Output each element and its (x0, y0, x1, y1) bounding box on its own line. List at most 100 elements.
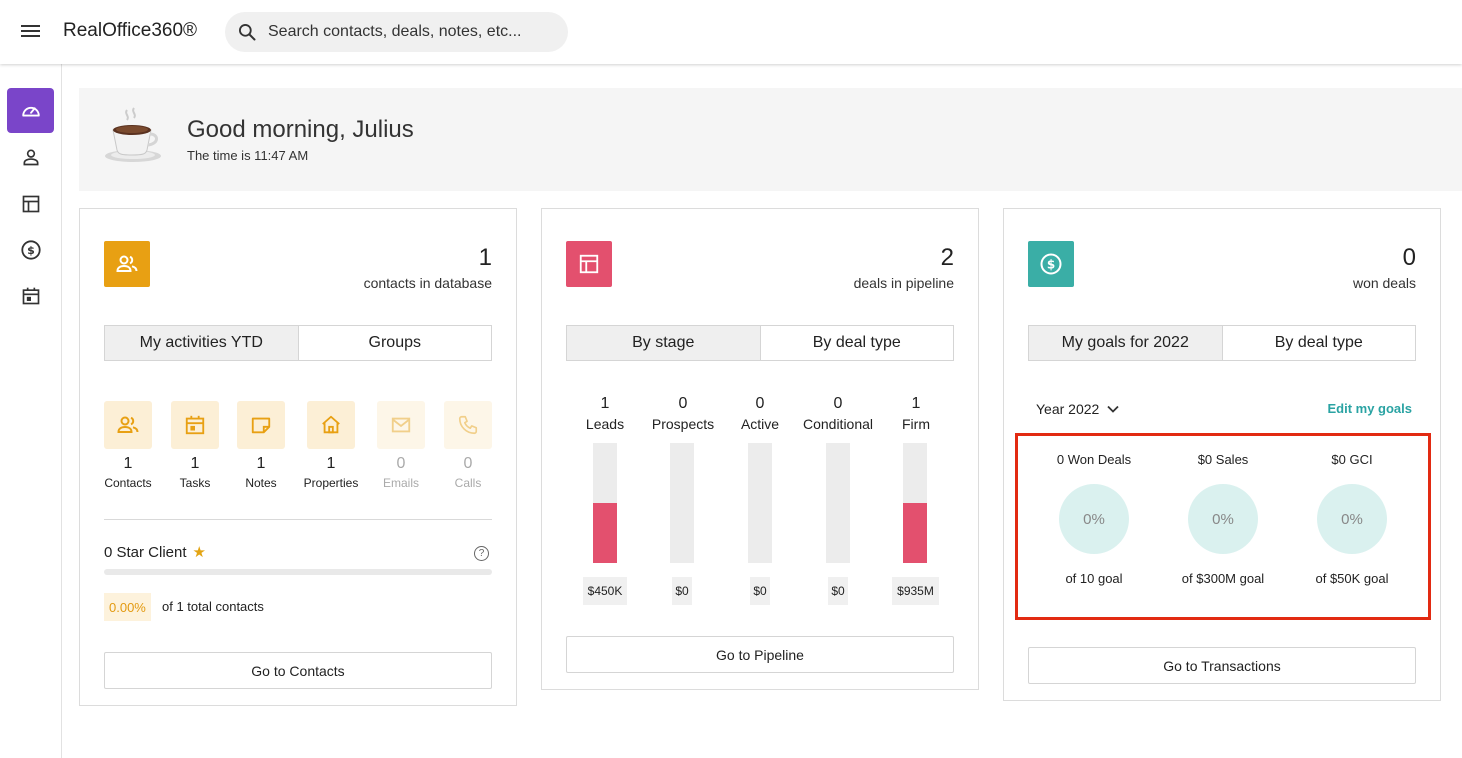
activity-label: Notes (245, 476, 277, 490)
transactions-card-icon: $ (1028, 241, 1074, 287)
activity-contacts[interactable]: 1 Contacts (93, 401, 163, 490)
stage-label: Firm (902, 416, 930, 432)
calendar-icon (185, 415, 205, 435)
stage-count: 1 (911, 395, 921, 412)
won-deals-label: won deals (1352, 275, 1416, 291)
person-icon (23, 149, 38, 165)
stage-value-conditional: $0 (828, 577, 848, 605)
dollar-icon: $ (20, 239, 41, 260)
sidebar: $ (0, 64, 62, 758)
top-bar: RealOffice360® (0, 0, 1462, 64)
star-client-total: of 1 total contacts (162, 599, 264, 614)
stage-bar-active (748, 443, 772, 563)
table-icon (22, 195, 39, 212)
contacts-icon (117, 416, 139, 433)
goal-progress-circle: 0% (1317, 484, 1387, 554)
coffee-cup-icon (105, 107, 161, 162)
transactions-tabs: My goals for 2022 By deal type (1028, 325, 1416, 361)
sidebar-item-contacts[interactable] (7, 134, 54, 179)
stage-count: 0 (755, 395, 765, 412)
activity-tasks-icon-box (171, 401, 219, 449)
stage-firm[interactable]: 1 Firm (876, 395, 956, 432)
activity-calls-icon-box (444, 401, 492, 449)
edit-goals-link[interactable]: Edit my goals (1327, 401, 1412, 416)
pipeline-card-icon (566, 241, 612, 287)
stage-label: Prospects (651, 416, 715, 432)
stage-leads[interactable]: 1 Leads (565, 395, 645, 432)
greeting-banner: Good morning, Julius The time is 11:47 A… (79, 88, 1462, 191)
activity-label: Tasks (179, 476, 211, 490)
activity-value: 1 (123, 455, 133, 472)
activity-value: 1 (256, 455, 266, 472)
tab-by-deal-type[interactable]: By deal type (759, 326, 954, 360)
go-to-pipeline-button[interactable]: Go to Pipeline (566, 636, 954, 673)
activity-value: 0 (463, 455, 473, 472)
help-icon[interactable]: ? (474, 546, 489, 561)
goal-target: of 10 goal (1065, 571, 1123, 586)
app-title: RealOffice360® (63, 20, 198, 41)
activity-emails-icon-box (377, 401, 425, 449)
sidebar-item-transactions[interactable]: $ (7, 227, 54, 272)
search-input[interactable] (268, 20, 558, 44)
stage-bar-conditional (826, 443, 850, 563)
stage-prospects[interactable]: 0 Prospects (643, 395, 723, 432)
go-to-transactions-button[interactable]: Go to Transactions (1028, 647, 1416, 684)
stage-active[interactable]: 0 Active (720, 395, 800, 432)
home-icon (322, 415, 340, 434)
pipeline-tabs: By stage By deal type (566, 325, 954, 361)
star-client-label: 0 Star Client (104, 544, 187, 561)
go-to-contacts-button[interactable]: Go to Contacts (104, 652, 492, 689)
activity-value: 0 (396, 455, 406, 472)
menu-icon[interactable] (20, 22, 42, 42)
activity-tasks[interactable]: 1 Tasks (160, 401, 230, 490)
stage-value-active: $0 (750, 577, 770, 605)
activity-calls[interactable]: 0 Calls (433, 401, 503, 490)
greeting-time: The time is 11:47 AM (187, 148, 309, 163)
people-icon (116, 255, 138, 272)
goal-gci: $0 GCI 0% of $50K goal (1287, 452, 1417, 586)
activity-properties[interactable]: 1 Properties (296, 401, 366, 490)
note-icon (251, 417, 271, 434)
star-icon: ★ (192, 544, 206, 561)
tab-my-goals[interactable]: My goals for 2022 (1029, 326, 1222, 360)
phone-icon (458, 415, 478, 435)
stage-label: Leads (585, 416, 625, 432)
stage-bar-fill (903, 503, 927, 563)
sidebar-item-calendar[interactable] (7, 273, 54, 318)
stage-bar-prospects (670, 443, 694, 563)
tab-my-activities[interactable]: My activities YTD (105, 326, 298, 360)
contacts-card: 1 contacts in database My activities YTD… (79, 208, 517, 706)
goal-won-deals: 0 Won Deals 0% of 10 goal (1029, 452, 1159, 586)
stage-count: 1 (600, 395, 610, 412)
goal-title: $0 GCI (1331, 452, 1373, 467)
goal-progress-circle: 0% (1059, 484, 1129, 554)
svg-text:$: $ (27, 244, 35, 257)
pipeline-count-label: deals in pipeline (853, 275, 954, 291)
goals-highlight-box: 0 Won Deals 0% of 10 goal $0 Sales 0% of… (1015, 433, 1431, 620)
star-client-progress-bar (104, 569, 492, 575)
tab-groups[interactable]: Groups (297, 326, 492, 360)
goal-progress-circle: 0% (1188, 484, 1258, 554)
stage-count: 0 (833, 395, 843, 412)
activity-properties-icon-box (307, 401, 355, 449)
stage-bar-firm (903, 443, 927, 563)
stage-label: Active (740, 416, 780, 432)
svg-text:$: $ (1047, 258, 1055, 272)
tab-by-deal-type[interactable]: By deal type (1221, 326, 1416, 360)
tab-by-stage[interactable]: By stage (567, 326, 760, 360)
activity-emails[interactable]: 0 Emails (366, 401, 436, 490)
activity-label: Emails (382, 476, 419, 490)
year-select[interactable]: Year 2022 (1036, 401, 1119, 417)
sidebar-item-dashboard[interactable] (7, 88, 54, 133)
activity-notes[interactable]: 1 Notes (226, 401, 296, 490)
activity-label: Contacts (104, 476, 152, 490)
year-select-value: Year 2022 (1036, 401, 1100, 417)
stage-label: Conditional (802, 416, 874, 432)
sidebar-item-pipeline[interactable] (7, 181, 54, 226)
stage-bar-leads (593, 443, 617, 563)
activity-label: Calls (454, 476, 482, 490)
search-box[interactable] (225, 12, 568, 52)
goal-sales: $0 Sales 0% of $300M goal (1158, 452, 1288, 586)
goal-target: of $50K goal (1315, 571, 1389, 586)
stage-conditional[interactable]: 0 Conditional (798, 395, 878, 432)
